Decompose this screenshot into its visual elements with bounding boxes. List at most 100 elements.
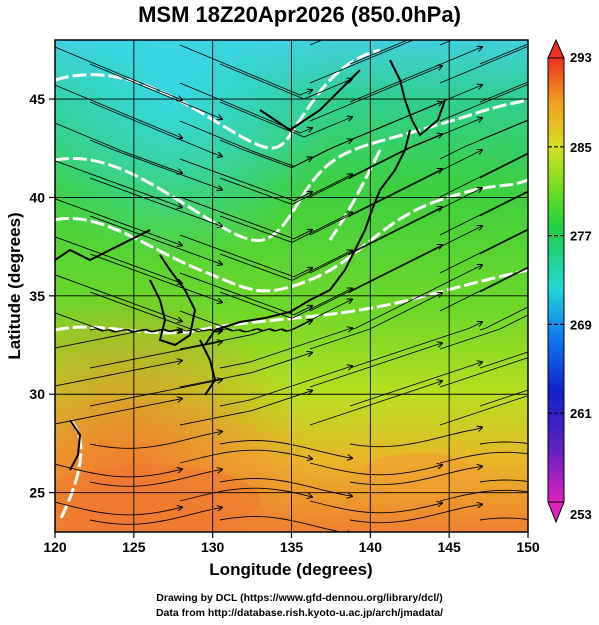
streamline xyxy=(179,234,312,278)
streamline xyxy=(349,118,482,179)
streamline xyxy=(89,253,222,302)
colorbar: 293 285 277 269 261 253 xyxy=(547,38,592,524)
streamline xyxy=(179,120,312,167)
streamline xyxy=(55,501,182,516)
coastline-5 xyxy=(69,419,82,471)
streamline xyxy=(309,462,442,476)
streamline xyxy=(219,299,352,333)
coastline-3 xyxy=(55,229,151,262)
page-title: MSM 18Z20Apr2026 (850.0hPa) xyxy=(138,2,461,27)
streamline xyxy=(219,328,352,369)
streamline xyxy=(89,139,222,190)
lon-tick-label: 140 xyxy=(359,539,383,555)
isotherm-5 xyxy=(328,149,382,241)
isotherm-0 xyxy=(55,48,381,150)
streamline xyxy=(89,469,222,487)
x-axis-label: Longitude (degrees) xyxy=(209,560,372,579)
streamline xyxy=(309,134,442,198)
streamline xyxy=(479,389,528,407)
colorbar-scale xyxy=(547,57,565,503)
streamline xyxy=(219,101,352,138)
lon-tick-label: 145 xyxy=(437,539,461,555)
streamline xyxy=(89,177,222,226)
streamline xyxy=(309,500,442,514)
streamline xyxy=(349,150,482,217)
colorbar-label: 253 xyxy=(570,507,592,522)
streamline xyxy=(349,322,482,369)
streamline xyxy=(55,274,182,321)
isotherm-2 xyxy=(55,178,528,293)
streamline xyxy=(55,122,182,173)
streamline xyxy=(89,342,222,369)
coastlines xyxy=(55,59,446,471)
streamline xyxy=(479,441,528,445)
longitude-ticks: 120 125 130 135 140 145 150 xyxy=(43,532,540,555)
streamline xyxy=(439,119,528,160)
streamline xyxy=(55,160,182,207)
streamline xyxy=(219,440,352,459)
streamline xyxy=(479,306,528,331)
streamline xyxy=(439,451,528,464)
lat-tick-label: 30 xyxy=(29,386,45,402)
streamline xyxy=(219,288,352,319)
streamline xyxy=(479,153,528,179)
streamline xyxy=(439,266,528,312)
streamline xyxy=(439,40,454,46)
streamline xyxy=(349,362,482,407)
streamline xyxy=(479,43,528,65)
wind-streamlines xyxy=(55,40,528,532)
streamline xyxy=(349,504,482,524)
streamline xyxy=(439,190,528,236)
streamline xyxy=(89,507,222,525)
colorbar-label: 269 xyxy=(570,317,592,332)
streamline xyxy=(89,431,222,449)
streamline xyxy=(55,84,182,138)
streamline xyxy=(219,212,352,243)
colorbar-label: 285 xyxy=(570,140,592,155)
streamline xyxy=(219,250,352,281)
streamline xyxy=(309,102,442,160)
streamline xyxy=(349,47,482,103)
coastline-2 xyxy=(149,254,197,347)
gridlines xyxy=(55,40,528,532)
streamline xyxy=(439,314,528,350)
streamline xyxy=(439,83,528,122)
lon-tick-label: 125 xyxy=(122,539,146,555)
streamline xyxy=(179,158,312,202)
streamline xyxy=(309,207,442,274)
lat-tick-label: 45 xyxy=(29,91,45,107)
streamline xyxy=(479,351,528,369)
streamline xyxy=(349,265,482,331)
latitude-ticks: 25 30 35 40 45 xyxy=(29,91,55,501)
streamline xyxy=(309,40,324,46)
streamline xyxy=(309,381,442,426)
streamline xyxy=(89,380,222,407)
streamline xyxy=(439,152,528,198)
streamline xyxy=(349,427,482,448)
streamline xyxy=(179,272,312,316)
streamline xyxy=(55,463,182,478)
streamline xyxy=(479,267,528,293)
streamline xyxy=(309,245,442,312)
streamline xyxy=(89,63,222,119)
streamline xyxy=(349,466,482,486)
streamline xyxy=(55,399,182,425)
streamline xyxy=(179,44,312,96)
streamline xyxy=(179,353,312,388)
streamline xyxy=(179,449,312,464)
streamline xyxy=(89,291,222,332)
lon-tick-label: 135 xyxy=(280,539,304,555)
streamline xyxy=(439,489,528,502)
streamline xyxy=(179,487,312,502)
credit-drawing: Drawing by DCL (https://www.gfd-dennou.o… xyxy=(156,592,443,604)
lon-tick-label: 130 xyxy=(201,539,225,555)
streamline xyxy=(349,226,482,293)
coastline-1 xyxy=(389,59,446,137)
streamline xyxy=(89,101,222,156)
streamline xyxy=(89,215,222,264)
streamline xyxy=(439,357,528,388)
colorbar-label: 261 xyxy=(570,406,592,421)
streamline xyxy=(479,517,528,521)
streamline xyxy=(479,479,528,483)
streamline xyxy=(179,391,312,426)
